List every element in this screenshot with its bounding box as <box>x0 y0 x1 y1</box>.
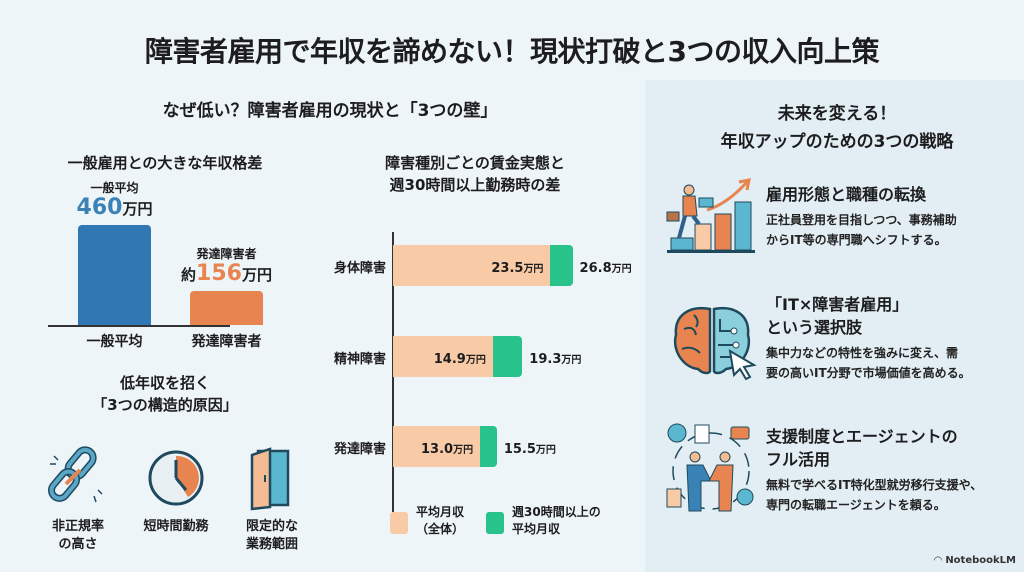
cause-label-short-hours: 短時間勤務 <box>136 518 216 536</box>
strategy-title-line2: フル活用 <box>766 450 831 469</box>
brain-circuit-icon <box>673 306 757 381</box>
strategy-desc-line1: 集中力などの特性を強みに変え、需 <box>766 346 959 360</box>
cause-label-nonregular: 非正規率 の高さ <box>38 518 118 554</box>
cause-label-line1: 短時間勤務 <box>143 519 209 534</box>
gap-bar <box>78 225 151 325</box>
gap-chart: 一般平均 460万円 一般平均 発達障害者 約156万円 発達障害者 <box>0 0 272 350</box>
gap-category-label: 発達障害者 <box>191 334 262 350</box>
gap-bar <box>190 291 263 325</box>
handshake-network-icon <box>666 423 754 512</box>
gap-bar-value: 約156万円 <box>181 261 272 287</box>
strategy-title: 雇用形態と職種の転換 <box>766 185 927 204</box>
legend-label-average-line1: 平均月収 <box>416 505 465 519</box>
strategy-item-2: 「IT×障害者雇用」 という選択肢 集中力などの特性を強みに変え、需 要の高いI… <box>766 293 1016 383</box>
gap-bar-caption: 発達障害者 <box>196 247 257 262</box>
legend-label-average-line2: （全体） <box>416 522 465 536</box>
clock-icon <box>148 450 204 506</box>
strategy-desc-line2: からIT等の専門職へシフトする。 <box>766 233 947 247</box>
cause-label-line2: の高さ <box>58 537 98 552</box>
wage-chart-title-line2: 週30時間以上勤務時の差 <box>389 176 561 194</box>
wage-value-30h: 15.5万円 <box>503 442 556 457</box>
right-heading-line1: 未来を変える！ <box>777 104 897 124</box>
legend-swatch-average <box>390 512 408 534</box>
cause-label-line2: 業務範囲 <box>245 537 298 552</box>
wage-chart-title: 障害種別ごとの賃金実態と 週30時間以上勤務時の差 <box>350 152 600 196</box>
wage-category-label: 精神障害 <box>333 352 386 367</box>
wage-chart-legend: 平均月収 （全体） 週30時間以上の 平均月収 <box>390 504 630 544</box>
wage-bar-average <box>393 336 493 377</box>
causes-title-line1: 低年収を招く <box>119 374 210 392</box>
strategy-item-3: 支援制度とエージェントの フル活用 無料で学べるIT特化型就労移行支援や、 専門… <box>766 425 1024 515</box>
legend-swatch-30h <box>486 512 504 534</box>
wage-category-label: 身体障害 <box>333 261 386 276</box>
cause-label-line1: 限定的な <box>245 519 298 534</box>
career-growth-icon <box>666 178 755 253</box>
door-icon <box>250 447 290 511</box>
watermark-text: NotebookLM <box>945 555 1016 566</box>
strategy-item-1: 雇用形態と職種の転換 正社員登用を目指しつつ、事務補助 からIT等の専門職へシフ… <box>766 183 1016 250</box>
strategy-desc-line2: 専門の転職エージェントを頼る。 <box>766 498 946 512</box>
gap-chart-title: 一般雇用との大きな年収格差 <box>67 154 263 172</box>
strategy-title-line1: 支援制度とエージェントの <box>766 427 958 446</box>
left-section-heading: なぜ低い？障害者雇用の現状と「3つの壁」 <box>162 101 498 121</box>
legend-label-30h-line2: 平均月収 <box>512 522 561 536</box>
cause-label-line1: 非正規率 <box>51 519 104 534</box>
causes-title: 低年収を招く 「3つの構造的原因」 <box>40 372 290 416</box>
wage-bar-average <box>393 245 551 286</box>
wage-bar-average <box>393 426 481 467</box>
right-heading-line2: 年収アップのための3つの戦略 <box>720 132 954 152</box>
gap-chart-baseline <box>48 325 230 327</box>
wage-chart-title-line1: 障害種別ごとの賃金実態と <box>385 154 565 172</box>
wage-chart-axis <box>392 232 394 522</box>
gap-bar-caption: 一般平均 <box>90 181 139 195</box>
gap-bar-value: 460万円 <box>76 195 153 220</box>
legend-label-30h: 週30時間以上の 平均月収 <box>512 504 601 538</box>
wage-chart: 身体障害 23.5万円 26.8万円精神障害 14.9万円 19.3万円発達障害 13.0… <box>0 0 632 522</box>
right-section-heading: 未来を変える！ 年収アップのための3つの戦略 <box>650 100 1024 156</box>
strategy-title-line1: 「IT×障害者雇用」 <box>766 295 909 314</box>
page-title: 障害者雇用で年収を諦めない！現状打破と3つの収入向上策 <box>145 35 880 68</box>
wage-value-30h: 26.8万円 <box>579 261 632 276</box>
strategy-title-line2: という選択肢 <box>766 318 863 337</box>
notebooklm-watermark: ◠ NotebookLM <box>934 555 1016 566</box>
legend-label-30h-line1: 週30時間以上の <box>512 505 601 519</box>
wage-value-30h: 19.3万円 <box>529 352 582 367</box>
wage-value-average: 14.9万円 <box>433 352 486 367</box>
wage-value-average: 13.0万円 <box>421 442 474 457</box>
strategy-desc-line1: 無料で学べるIT特化型就労移行支援や、 <box>766 478 983 492</box>
strategy-desc-line2: 要の高いIT分野で市場価値を高める。 <box>766 366 971 380</box>
wage-value-average: 23.5万円 <box>491 261 544 276</box>
strategy-desc-line1: 正社員登用を目指しつつ、事務補助 <box>766 213 957 227</box>
causes-title-line2: 「3つの構造的原因」 <box>92 396 238 414</box>
broken-chain-icon <box>48 446 103 503</box>
legend-label-average: 平均月収 （全体） <box>416 504 464 538</box>
wage-category-label: 発達障害 <box>333 442 386 457</box>
gap-category-label: 一般平均 <box>86 334 143 350</box>
cause-label-limited-scope: 限定的な 業務範囲 <box>232 518 312 554</box>
